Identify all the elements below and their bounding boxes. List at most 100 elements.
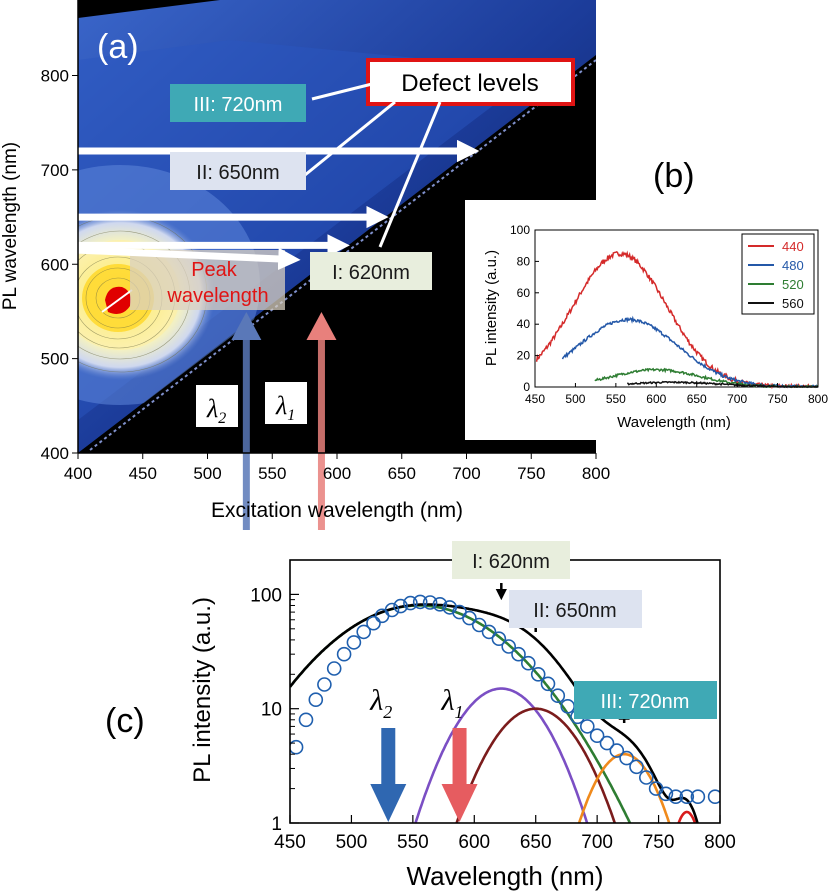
- fit-curve: [290, 603, 699, 823]
- y-tick-label: 100: [510, 223, 530, 237]
- level-i-label: I: 620nm: [332, 262, 410, 284]
- panel-c-ylabel: PL intensity (a.u.): [189, 597, 216, 783]
- panel-a-ylabel: PL wavelength (nm): [0, 142, 21, 310]
- component-III: [577, 752, 671, 823]
- data-point: [530, 666, 546, 682]
- y-tick-label: 0: [523, 380, 530, 394]
- legend-label-480: 480: [782, 258, 804, 273]
- lambda1-label: λ1: [275, 391, 295, 424]
- x-tick-label: 400: [64, 464, 92, 483]
- panel-c-excitation-arrows: λ2 λ1: [369, 684, 478, 822]
- panel-b-ylabel: PL intensity (a.u.): [483, 250, 500, 366]
- data-point: [599, 735, 615, 751]
- panel-c-axes: 450 500 550 600 650 700 750 800 1 10 100: [250, 559, 736, 853]
- data-point: [491, 631, 507, 647]
- panel-b-frame: [534, 229, 819, 388]
- defect-levels-text: Defect levels: [401, 70, 538, 97]
- panel-c-label: (c): [105, 702, 145, 740]
- y-tick-label: 500: [41, 350, 69, 369]
- data-point: [690, 789, 706, 805]
- data-point: [629, 759, 644, 775]
- peak-label-line2: wavelength: [166, 285, 268, 307]
- data-point: [471, 617, 487, 633]
- lambda2-arrow-head: [231, 312, 262, 340]
- x-tick-label: 500: [193, 464, 221, 483]
- x-tick-label: 500: [336, 832, 368, 853]
- x-tick-label: 450: [525, 392, 545, 406]
- y-tick-label: 700: [41, 161, 69, 180]
- legend-label-440: 440: [782, 239, 804, 254]
- data-point: [366, 615, 381, 631]
- lambda2-arrow-shaft: [381, 728, 396, 786]
- x-tick-label: 700: [727, 392, 747, 406]
- annotation-box: [574, 681, 717, 719]
- data-point: [638, 770, 654, 785]
- lambda1-arrow-shaft: [452, 728, 467, 786]
- data-point: [501, 639, 517, 654]
- data-point: [707, 789, 720, 804]
- panel-b-legend: 440 480 520 560: [741, 233, 815, 315]
- panel-b-line-chart: (b) 450 500 550 600 650 700 750 800 0 20 40 60 80 100…: [465, 157, 835, 440]
- annotation-label: III: 720nm: [601, 691, 690, 713]
- data-point: [432, 596, 448, 612]
- panel-b-label: (b): [653, 157, 695, 195]
- y-tick-label: 20: [517, 349, 531, 363]
- lambda2-box: [196, 385, 238, 427]
- data-point: [422, 595, 438, 610]
- lambda2-arrow-head: [370, 784, 407, 822]
- lambda2-label: λ2: [369, 684, 392, 722]
- annotation-box: [509, 590, 642, 628]
- callout-line-ii: [304, 100, 396, 177]
- y-tick-label: 60: [517, 286, 531, 300]
- data-point: [393, 598, 408, 614]
- callout-line-i: [378, 101, 442, 248]
- level-iii-box: [170, 84, 306, 122]
- data-point: [520, 655, 536, 671]
- legend-label-520: 520: [782, 277, 804, 292]
- panel-c-data-points: [290, 594, 720, 805]
- component-IV: [677, 810, 697, 823]
- component-I: [414, 687, 589, 823]
- panel-c-annotations: I: 620nm II: 650nm III: 720nm: [452, 541, 717, 723]
- data-point: [668, 789, 684, 805]
- level-ii-box: [170, 152, 306, 190]
- y-tick-label: 80: [517, 254, 531, 268]
- data-point: [679, 789, 695, 805]
- peak-label-line1: Peak: [191, 259, 238, 281]
- panel-b-xlabel: Wavelength (nm): [617, 414, 731, 431]
- x-tick-label: 650: [520, 832, 552, 853]
- data-point: [412, 594, 428, 610]
- data-point: [290, 739, 304, 755]
- y-tick-label: 100: [250, 585, 282, 606]
- y-tick-label: 10: [261, 700, 282, 721]
- data-point: [579, 719, 595, 734]
- lambda1-box: [265, 382, 307, 424]
- x-tick-label: 450: [274, 832, 306, 853]
- x-tick-label: 650: [388, 464, 416, 483]
- x-tick-label: 750: [768, 392, 788, 406]
- x-tick-label: 750: [643, 832, 675, 853]
- peak-line: [101, 289, 133, 313]
- panel-a-axes: 400 450 500 550 600 650 700 750 8004005006007008…: [41, 0, 610, 483]
- panel-b-series: [535, 250, 819, 390]
- data-point: [384, 602, 400, 618]
- data-point: [308, 692, 324, 708]
- x-tick-label: 600: [646, 392, 666, 406]
- peak-region-arrow: [77, 246, 301, 271]
- data-point: [356, 624, 372, 640]
- data-point: [336, 646, 352, 662]
- x-tick-label: 700: [581, 832, 613, 853]
- panel-c-xlabel: Wavelength (nm): [407, 861, 604, 891]
- lambda2-label: λ2: [206, 394, 226, 427]
- y-tick-label: 600: [41, 255, 69, 274]
- data-point: [550, 688, 566, 704]
- x-tick-label: 700: [452, 464, 480, 483]
- excitation-arrows: [231, 312, 337, 530]
- x-tick-label: 550: [397, 832, 429, 853]
- level-arrows: [77, 139, 480, 271]
- data-point: [511, 646, 526, 662]
- x-tick-label: 650: [687, 392, 707, 406]
- panel-c-log-chart: (c) 450 500 550 600 650 700 750 800 1 10 100 I: 62…: [105, 541, 736, 891]
- data-point: [298, 712, 314, 728]
